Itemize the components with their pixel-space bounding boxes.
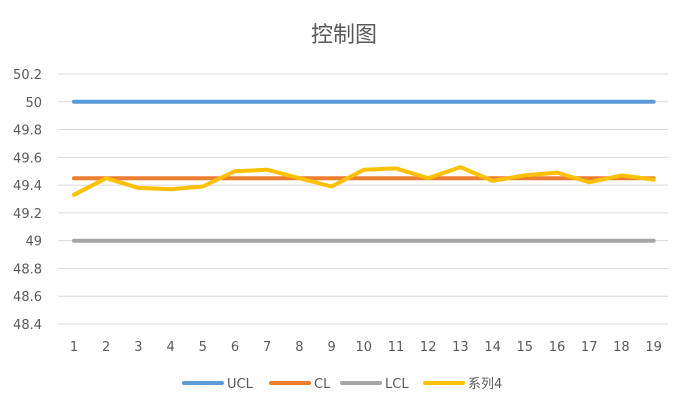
x-tick-label: 10 xyxy=(356,340,373,355)
x-tick-label: 3 xyxy=(134,340,142,355)
y-tick-label: 48.8 xyxy=(13,262,42,277)
legend-label: UCL xyxy=(227,377,254,392)
x-tick-label: 8 xyxy=(295,340,303,355)
x-tick-label: 18 xyxy=(613,340,630,355)
y-axis-ticks: 48.4 48.6 48.8 49 49.2 49.4 49.6 49.8 50 50.2 xyxy=(13,68,42,333)
y-tick-label: 49.6 xyxy=(13,151,42,166)
x-tick-label: 11 xyxy=(388,340,405,355)
x-tick-label: 2 xyxy=(102,340,110,355)
y-tick-label: 48.4 xyxy=(13,318,42,333)
y-tick-label: 49 xyxy=(25,235,42,250)
x-axis-ticks: 1 2 3 4 5 6 7 8 9 10 11 12 13 14 15 16 17 18 19 xyxy=(70,340,662,355)
x-tick-label: 12 xyxy=(420,340,437,355)
y-tick-label: 49.8 xyxy=(13,124,42,139)
grid-lines xyxy=(58,73,668,325)
legend-label: CL xyxy=(314,377,331,392)
x-tick-label: 5 xyxy=(199,340,207,355)
x-tick-label: 1 xyxy=(70,340,78,355)
series-line-4 xyxy=(72,165,656,197)
x-tick-label: 15 xyxy=(517,340,534,355)
x-tick-label: 16 xyxy=(549,340,566,355)
y-tick-label: 49.4 xyxy=(13,179,42,194)
x-tick-label: 7 xyxy=(263,340,271,355)
legend-label: LCL xyxy=(385,377,409,392)
legend: UCL CL LCL 系列4 xyxy=(182,377,502,392)
x-tick-label: 13 xyxy=(452,340,469,355)
x-tick-label: 19 xyxy=(645,340,662,355)
x-tick-label: 9 xyxy=(327,340,335,355)
series-lines xyxy=(72,99,656,243)
x-tick-label: 6 xyxy=(231,340,239,355)
x-tick-label: 14 xyxy=(484,340,501,355)
chart-title: 控制图 xyxy=(311,23,377,48)
y-tick-label: 48.6 xyxy=(13,290,42,305)
y-tick-label: 49.2 xyxy=(13,207,42,222)
y-tick-label: 50 xyxy=(25,96,42,111)
legend-label: 系列4 xyxy=(468,377,502,392)
x-tick-label: 17 xyxy=(581,340,598,355)
x-tick-label: 4 xyxy=(166,340,174,355)
y-tick-label: 50.2 xyxy=(13,68,42,83)
